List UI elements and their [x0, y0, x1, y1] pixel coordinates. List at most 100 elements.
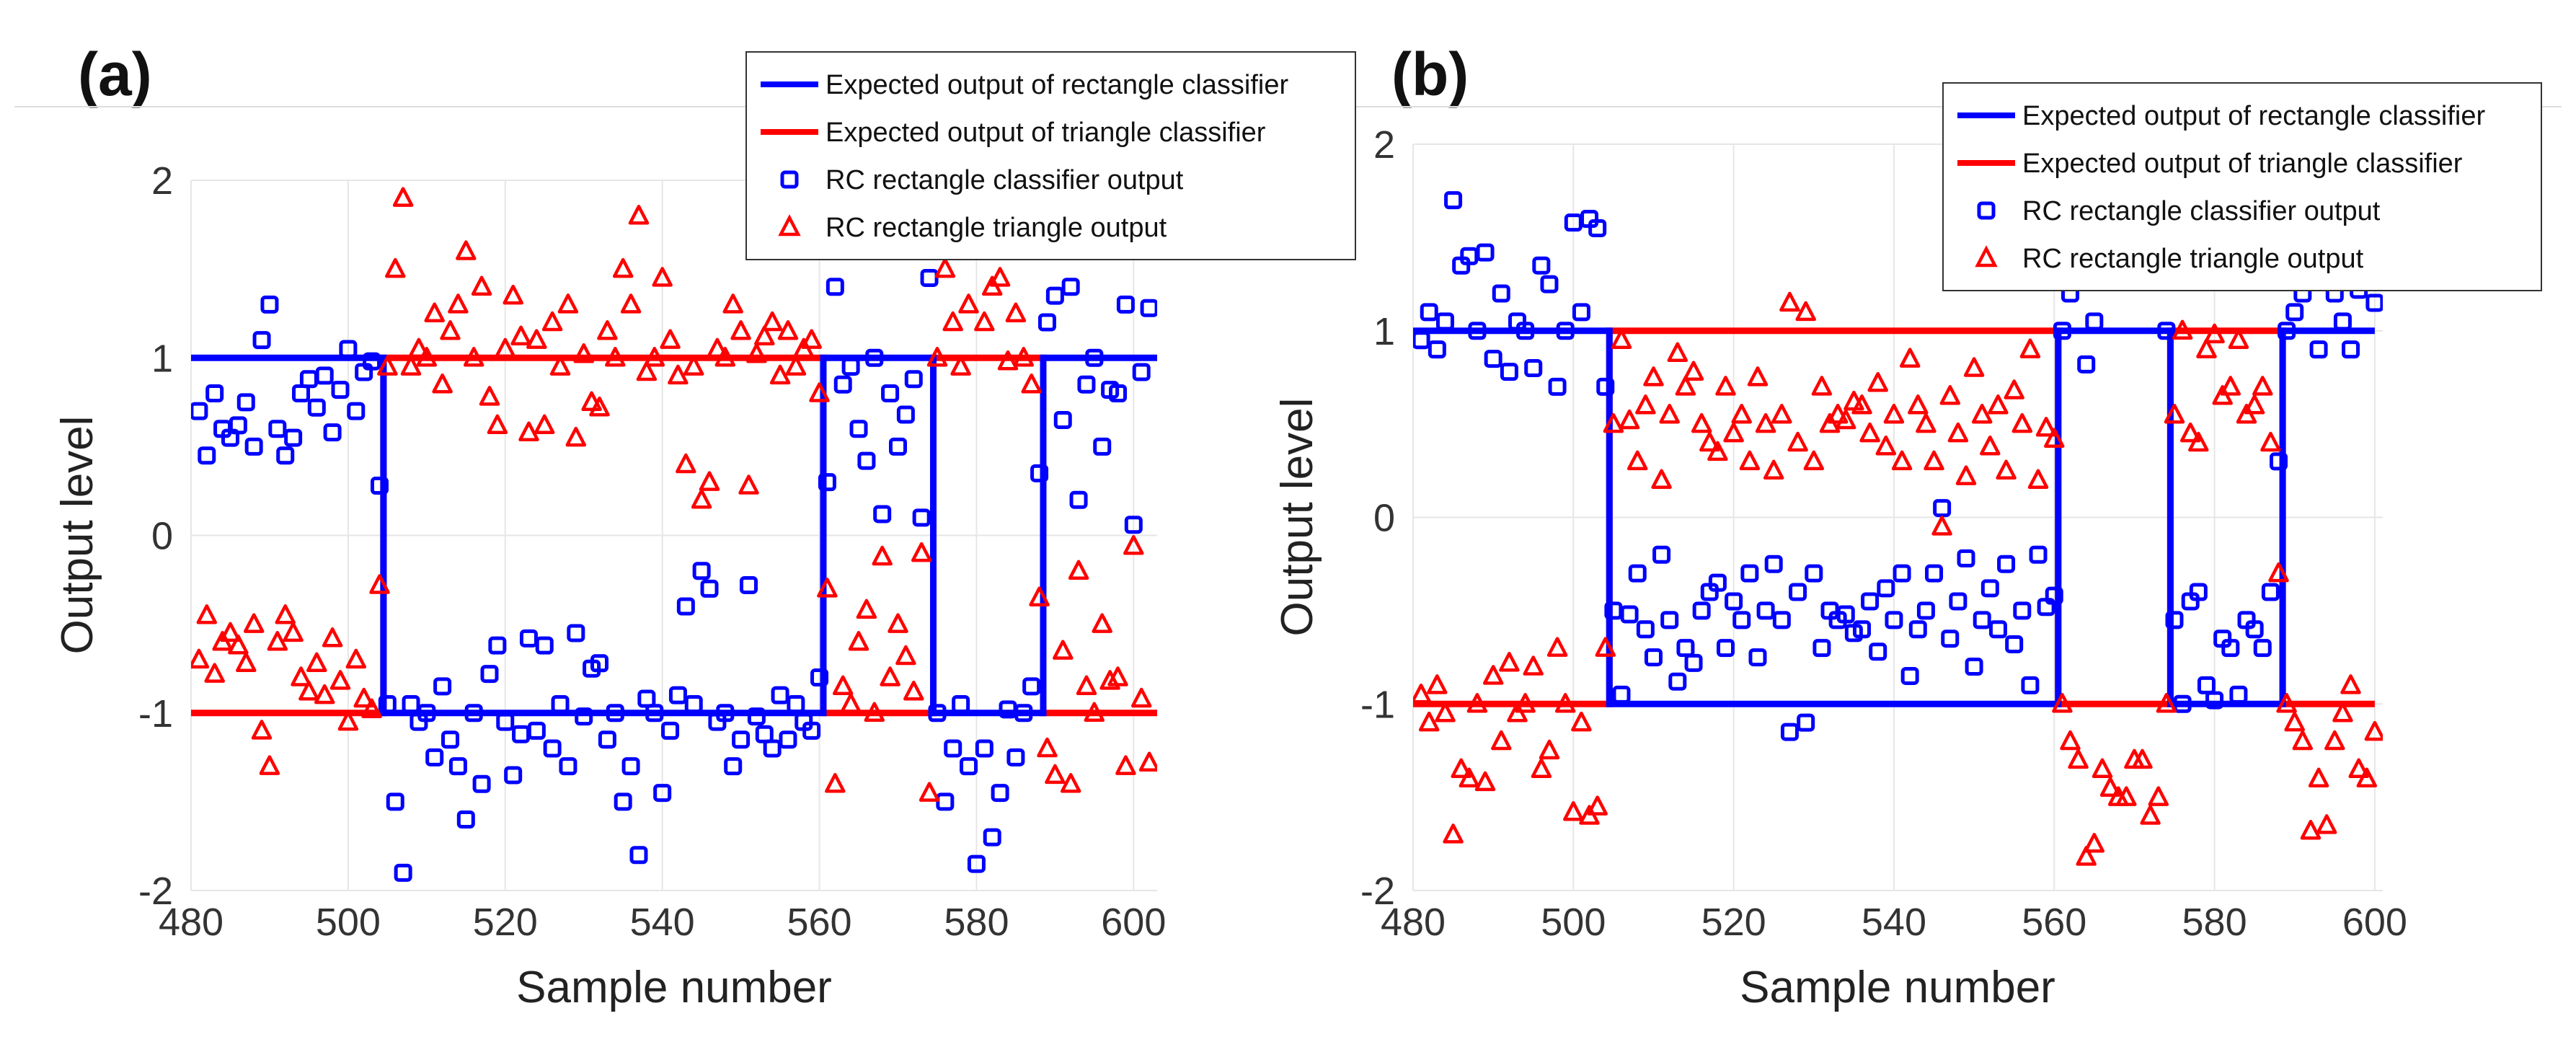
rc-rectangle-point	[1492, 284, 1510, 303]
rc-triangle-point	[1723, 422, 1744, 443]
x-tick-label: 540	[630, 901, 695, 944]
rc-rectangle-point	[276, 446, 295, 465]
rc-triangle-point	[840, 693, 862, 713]
rc-triangle-point	[958, 293, 979, 314]
rc-rectangle-point	[865, 348, 884, 367]
chart-panel-a: 480 500 520 540 560 580 600 -2 -1 0 1 2 Sample numbe…	[53, 51, 1356, 1012]
rc-triangle-point	[1013, 347, 1035, 367]
chart-panel-b: 480 500 520 540 560 580 600 -2 -1 0 1 2 Sample numbe…	[1272, 82, 2542, 1012]
rc-rectangle-point	[991, 784, 1009, 803]
rc-rectangle-point	[205, 384, 224, 402]
legend-entry-label: RC rectangle triangle output	[826, 213, 1167, 243]
rc-triangle-point	[495, 337, 516, 358]
rc-triangle-point	[974, 311, 995, 332]
legend-swatch-triangle-marker	[1975, 245, 1998, 268]
rc-rectangle-point	[629, 846, 648, 865]
rc-triangle-point	[2076, 846, 2097, 866]
legend-box	[1942, 82, 2542, 291]
rc-triangle-point	[668, 364, 689, 385]
rc-rectangle-point	[849, 420, 868, 438]
rc-triangle-point	[1531, 758, 1552, 779]
rc-rectangle-point	[1916, 601, 1935, 620]
rc-rectangle-point	[260, 295, 279, 314]
rc-rectangle-point	[1644, 648, 1663, 667]
rc-rectangle-point	[1708, 573, 1727, 592]
rc-triangle-point	[2068, 748, 2089, 769]
rc-rectangle-point	[1548, 377, 1567, 396]
rc-triangle-point	[479, 386, 500, 406]
legend-swatch-rectangle-marker	[1977, 201, 1996, 220]
rc-triangle-point	[880, 666, 900, 686]
rc-rectangle-point	[1061, 278, 1080, 296]
rc-triangle-point	[1916, 412, 1937, 433]
rc-rectangle-point	[763, 739, 782, 758]
rc-rectangle-point	[716, 704, 735, 723]
rc-rectangle-point	[480, 665, 499, 684]
rc-triangle-point	[707, 337, 728, 358]
rc-triangle-point	[1939, 385, 1961, 405]
rc-rectangle-point	[512, 725, 531, 743]
rc-rectangle-point	[873, 505, 892, 524]
y-axis-title: Output level	[53, 416, 102, 655]
rc-rectangle-point	[952, 694, 970, 713]
legend-entry-label: RC rectangle classifier output	[2022, 196, 2381, 226]
rc-triangle-point	[1099, 670, 1120, 690]
rc-triangle-point	[1045, 764, 1066, 785]
rc-triangle-point	[1413, 684, 1432, 704]
rc-triangle-point	[1443, 823, 1464, 844]
rc-triangle-point	[801, 329, 822, 349]
rc-rectangle-point	[2173, 694, 2192, 713]
legend-entry-label: Expected output of triangle classifier	[2022, 149, 2463, 179]
rc-triangle-point	[1076, 675, 1097, 696]
y-tick-label: 2	[151, 159, 173, 203]
rc-triangle-point	[989, 267, 1011, 287]
y-axis-title: Output level	[1272, 398, 1322, 637]
rc-triangle-point	[306, 652, 327, 673]
rc-rectangle-point	[1957, 549, 1975, 567]
legend: Expected output of rectangle classifier E…	[1942, 82, 2542, 291]
rc-rectangle-point	[504, 766, 523, 785]
y-tick-label: 1	[1373, 310, 1395, 353]
plot-area	[1413, 191, 2383, 866]
rc-triangle-point	[2164, 403, 2185, 424]
rc-triangle-point	[2011, 412, 2033, 433]
rc-triangle-point	[1651, 469, 1672, 490]
rc-triangle-point	[856, 598, 877, 619]
rc-rectangle-point	[1045, 286, 1064, 305]
rc-triangle-point	[448, 293, 469, 314]
rc-rectangle-point	[1540, 275, 1559, 293]
y-tick-label: 0	[1373, 497, 1395, 540]
rc-rectangle-point	[747, 707, 766, 726]
rc-rectangle-point	[1069, 490, 1088, 509]
rc-triangle-point	[888, 613, 908, 633]
rc-triangle-point	[1899, 348, 1921, 368]
rc-rectangle-point	[2029, 545, 2048, 564]
rc-triangle-point	[1123, 535, 1144, 555]
rc-rectangle-point	[1900, 666, 1919, 685]
x-tick-label: 600	[1101, 901, 1166, 944]
rc-triangle-point	[950, 355, 971, 376]
rc-rectangle-point	[1030, 464, 1049, 482]
rc-triangle-point	[204, 663, 225, 683]
rc-rectangle-point	[2205, 691, 2224, 710]
rc-rectangle-point	[519, 629, 538, 648]
rc-rectangle-point	[621, 757, 640, 776]
rc-triangle-point	[361, 698, 382, 719]
rc-rectangle-point	[1085, 348, 1104, 367]
rc-triangle-point	[487, 414, 508, 435]
rc-rectangle-point	[724, 757, 743, 776]
rc-triangle-point	[1115, 755, 1136, 775]
x-axis-title: Sample number	[516, 963, 832, 1012]
rc-triangle-point	[314, 684, 335, 704]
rc-rectangle-point	[1053, 410, 1072, 429]
rc-rectangle-point	[2309, 340, 2328, 359]
rc-rectangle-point	[1077, 375, 1096, 394]
rc-rectangle-point	[1740, 564, 1759, 583]
rc-rectangle-point	[535, 636, 554, 655]
legend: Expected output of rectangle classifier E…	[745, 51, 1356, 260]
y-tick-label: 2	[1373, 123, 1395, 167]
rc-triangle-point	[2244, 394, 2265, 415]
rc-triangle-point	[1563, 801, 1584, 821]
rc-rectangle-point	[739, 575, 758, 594]
